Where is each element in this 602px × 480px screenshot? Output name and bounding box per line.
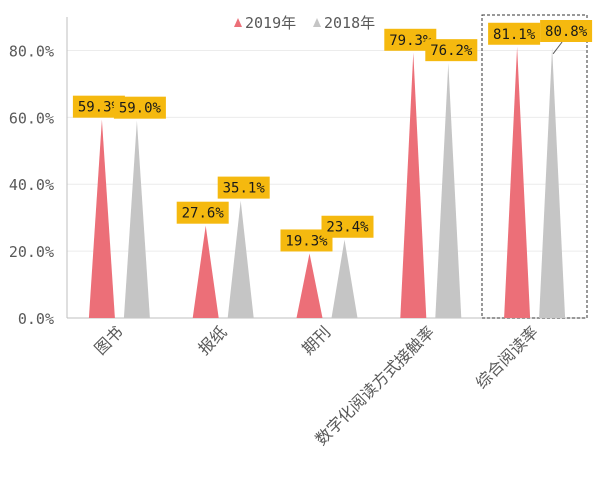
x-tick-label: 综合阅读率 [472, 322, 542, 392]
bar-series1 [400, 52, 427, 319]
data-label: 76.2% [430, 43, 473, 59]
bar-series2 [331, 239, 358, 318]
bar-series2 [435, 63, 462, 318]
bar-series1 [296, 253, 323, 318]
data-label-bg [425, 39, 478, 62]
legend-label-2: 2018年 [324, 14, 375, 32]
data-label-bg [280, 229, 333, 252]
x-tick-label: 图书 [91, 322, 127, 358]
x-tick-label: 报纸 [194, 322, 230, 358]
data-label: 80.8% [545, 24, 588, 40]
legend-marker-2 [313, 18, 321, 27]
data-label-bg [217, 176, 270, 199]
data-label: 27.6% [182, 206, 225, 222]
data-label-bg [72, 95, 125, 118]
legend-marker-1 [234, 18, 242, 27]
bar-series2 [123, 120, 150, 318]
y-tick-label: 0.0% [18, 310, 54, 328]
bar-series2 [227, 200, 254, 318]
data-label: 23.4% [326, 220, 369, 236]
y-tick-label: 80.0% [9, 42, 54, 60]
bar-series1 [88, 119, 115, 319]
y-tick-label: 40.0% [9, 176, 54, 194]
data-label: 59.0% [119, 101, 162, 117]
bar-series1 [192, 225, 219, 318]
bar-series1 [504, 46, 531, 318]
data-label-bg [384, 28, 437, 51]
y-tick-label: 20.0% [9, 243, 54, 261]
data-label-bg [176, 201, 229, 224]
x-tick-label: 数字化阅读方式接触率 [312, 322, 439, 449]
legend-label-1: 2019年 [245, 14, 296, 32]
data-label-leader [552, 41, 563, 55]
data-label: 79.3% [389, 33, 432, 49]
data-label-bg [321, 215, 374, 238]
data-label: 81.1% [493, 27, 536, 43]
highlight-box [481, 14, 588, 319]
data-label: 59.3% [78, 100, 121, 116]
data-label-bg [113, 96, 166, 119]
bar-series2 [539, 47, 566, 318]
data-label: 19.3% [285, 233, 328, 249]
y-tick-label: 60.0% [9, 109, 54, 127]
x-tick-label: 期刊 [298, 322, 334, 358]
data-label-bg [540, 20, 593, 42]
data-label-bg [488, 22, 541, 45]
data-label: 35.1% [223, 181, 266, 197]
